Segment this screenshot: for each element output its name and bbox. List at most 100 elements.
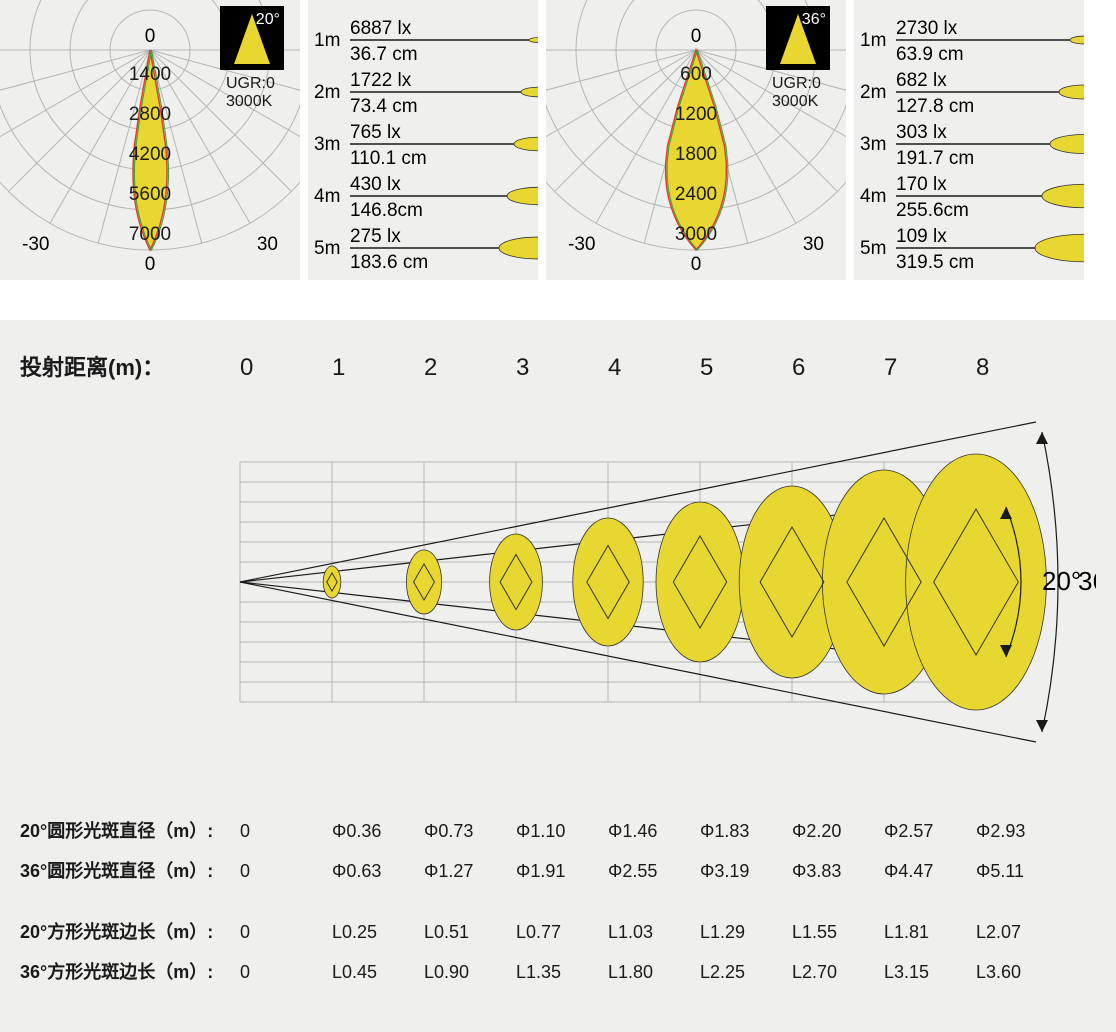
svg-text:275 lx: 275 lx <box>350 226 401 247</box>
distance-header: 投射距离(m)： 012345678 <box>20 350 1096 382</box>
svg-text:20°: 20° <box>256 11 280 28</box>
data-cell: L0.90 <box>424 953 516 993</box>
distance-value: 6 <box>792 354 884 382</box>
svg-text:4m: 4m <box>860 186 886 207</box>
data-cell: Φ4.47 <box>884 852 976 892</box>
svg-text:4m: 4m <box>314 186 340 207</box>
distance-label: 投射距离(m)： <box>20 350 240 382</box>
svg-text:63.9 cm: 63.9 cm <box>896 44 964 65</box>
svg-text:0: 0 <box>691 254 702 275</box>
polar-svg-left: 0140028004200560070000-303020°UGR:03000K <box>0 0 300 280</box>
svg-text:1m: 1m <box>314 30 340 51</box>
lux-svg-right: 1m2730 lx63.9 cm2m682 lx127.8 cm3m303 lx… <box>854 0 1084 280</box>
data-cell: L3.15 <box>884 953 976 993</box>
distance-value: 2 <box>424 354 516 382</box>
svg-text:30: 30 <box>257 234 278 255</box>
svg-text:1400: 1400 <box>129 64 171 85</box>
svg-text:146.8cm: 146.8cm <box>350 200 423 221</box>
top-row: 0140028004200560070000-303020°UGR:03000K… <box>0 0 1116 280</box>
svg-text:30: 30 <box>803 234 824 255</box>
svg-text:-30: -30 <box>22 234 49 255</box>
svg-text:430 lx: 430 lx <box>350 174 401 195</box>
polar-svg-right: 060012001800240030000-303036°UGR:03000K <box>546 0 846 280</box>
data-cell: Φ2.93 <box>976 812 1068 852</box>
svg-text:6887 lx: 6887 lx <box>350 18 412 39</box>
svg-text:3000K: 3000K <box>226 93 273 110</box>
data-row: 20°方形光斑边长（m）:0L0.25L0.51L0.77L1.03L1.29L… <box>20 913 1096 953</box>
distance-value: 0 <box>240 354 332 382</box>
data-cell: L2.07 <box>976 913 1068 953</box>
data-cell: 0 <box>240 953 332 993</box>
distance-value: 5 <box>700 354 792 382</box>
data-cell: 0 <box>240 852 332 892</box>
svg-text:0: 0 <box>145 26 156 47</box>
svg-text:0: 0 <box>691 26 702 47</box>
data-cell: L0.45 <box>332 953 424 993</box>
data-cell: L3.60 <box>976 953 1068 993</box>
svg-text:319.5 cm: 319.5 cm <box>896 252 974 273</box>
svg-text:7000: 7000 <box>129 224 171 245</box>
svg-text:2400: 2400 <box>675 184 717 205</box>
data-cell: L0.77 <box>516 913 608 953</box>
svg-text:303 lx: 303 lx <box>896 122 947 143</box>
svg-text:110.1 cm: 110.1 cm <box>350 148 427 169</box>
svg-text:170 lx: 170 lx <box>896 174 947 195</box>
data-cell: L1.29 <box>700 913 792 953</box>
data-cell: Φ2.20 <box>792 812 884 852</box>
svg-text:1722 lx: 1722 lx <box>350 70 412 91</box>
svg-text:2730 lx: 2730 lx <box>896 18 958 39</box>
svg-text:73.4 cm: 73.4 cm <box>350 96 418 117</box>
data-cell: L1.03 <box>608 913 700 953</box>
data-cell: L1.81 <box>884 913 976 953</box>
data-cell: Φ3.83 <box>792 852 884 892</box>
svg-text:0: 0 <box>145 254 156 275</box>
distance-value: 4 <box>608 354 700 382</box>
data-cell: Φ3.19 <box>700 852 792 892</box>
svg-text:600: 600 <box>680 64 712 85</box>
data-cell: L0.25 <box>332 913 424 953</box>
svg-text:191.7 cm: 191.7 cm <box>896 148 974 169</box>
svg-text:1m: 1m <box>860 30 886 51</box>
svg-text:20°: 20° <box>1042 566 1081 596</box>
row-label: 20°方形光斑边长（m）: <box>20 913 240 953</box>
data-cell: Φ0.36 <box>332 812 424 852</box>
svg-text:36°: 36° <box>802 11 826 28</box>
polar-chart-36deg: 060012001800240030000-303036°UGR:03000K <box>546 0 846 280</box>
data-cell: Φ2.57 <box>884 812 976 852</box>
data-cell: 0 <box>240 913 332 953</box>
lux-table-36deg: 1m2730 lx63.9 cm2m682 lx127.8 cm3m303 lx… <box>854 0 1084 280</box>
data-cell: Φ2.55 <box>608 852 700 892</box>
svg-text:765 lx: 765 lx <box>350 122 401 143</box>
svg-text:3m: 3m <box>314 134 340 155</box>
polar-chart-20deg: 0140028004200560070000-303020°UGR:03000K <box>0 0 300 280</box>
data-row: 36°方形光斑边长（m）:0L0.45L0.90L1.35L1.80L2.25L… <box>20 953 1096 993</box>
svg-text:183.6 cm: 183.6 cm <box>350 252 428 273</box>
data-cell: L1.55 <box>792 913 884 953</box>
lux-svg-left: 1m6887 lx36.7 cm2m1722 lx73.4 cm3m765 lx… <box>308 0 538 280</box>
distance-value: 1 <box>332 354 424 382</box>
data-cell: Φ1.10 <box>516 812 608 852</box>
svg-text:2m: 2m <box>314 82 340 103</box>
data-cell: Φ1.27 <box>424 852 516 892</box>
beam-spread-svg: 20°36° <box>20 382 1096 782</box>
svg-text:5600: 5600 <box>129 184 171 205</box>
data-cell: L2.25 <box>700 953 792 993</box>
data-cell: L1.35 <box>516 953 608 993</box>
svg-text:5m: 5m <box>860 238 886 259</box>
data-cell: L0.51 <box>424 913 516 953</box>
data-row: 20°圆形光斑直径（m）:0Φ0.36Φ0.73Φ1.10Φ1.46Φ1.83Φ… <box>20 812 1096 852</box>
lux-table-20deg: 1m6887 lx36.7 cm2m1722 lx73.4 cm3m765 lx… <box>308 0 538 280</box>
svg-text:3000K: 3000K <box>772 93 819 110</box>
distance-value: 8 <box>976 354 1068 382</box>
distance-value: 7 <box>884 354 976 382</box>
row-label: 20°圆形光斑直径（m）: <box>20 812 240 852</box>
data-cell: L1.80 <box>608 953 700 993</box>
svg-text:UGR:0: UGR:0 <box>226 75 275 92</box>
svg-text:2m: 2m <box>860 82 886 103</box>
svg-text:UGR:0: UGR:0 <box>772 75 821 92</box>
svg-text:1200: 1200 <box>675 104 717 125</box>
svg-text:-30: -30 <box>568 234 595 255</box>
svg-text:2800: 2800 <box>129 104 171 125</box>
svg-text:36°: 36° <box>1078 566 1096 596</box>
data-cell: Φ5.11 <box>976 852 1068 892</box>
